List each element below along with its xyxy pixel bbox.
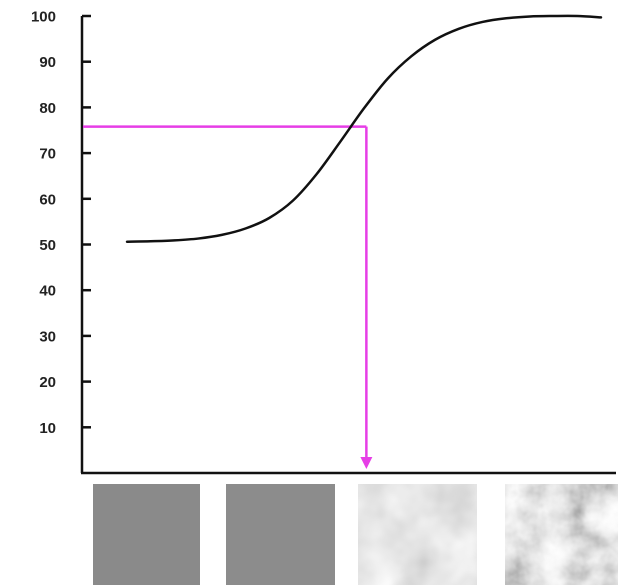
y-tick-label: 50 — [39, 237, 56, 254]
y-tick-label: 20 — [39, 374, 56, 391]
y-tick-label: 70 — [39, 146, 56, 163]
y-tick-label: 100 — [31, 9, 56, 26]
y-tick-label: 80 — [39, 100, 56, 117]
texture-thumbnail-4 — [505, 484, 618, 585]
y-tick-label: 90 — [39, 54, 56, 71]
texture-thumbnail-3 — [358, 484, 477, 585]
texture-thumbnail-2 — [226, 484, 335, 585]
y-tick-label: 30 — [39, 328, 56, 345]
annotation — [83, 125, 373, 469]
texture-thumbnail-1 — [93, 484, 200, 585]
y-tick-labels: 10 20 30 40 50 60 70 80 90 100 — [31, 9, 56, 437]
texture-thumbnails — [93, 484, 618, 585]
y-ticks — [82, 14, 91, 429]
annotation-arrowhead — [360, 457, 373, 469]
y-tick-label: 40 — [39, 283, 56, 300]
series-line — [125, 14, 603, 244]
axes — [80, 16, 616, 475]
y-tick-label: 60 — [39, 191, 56, 208]
y-tick-label: 10 — [39, 420, 56, 437]
